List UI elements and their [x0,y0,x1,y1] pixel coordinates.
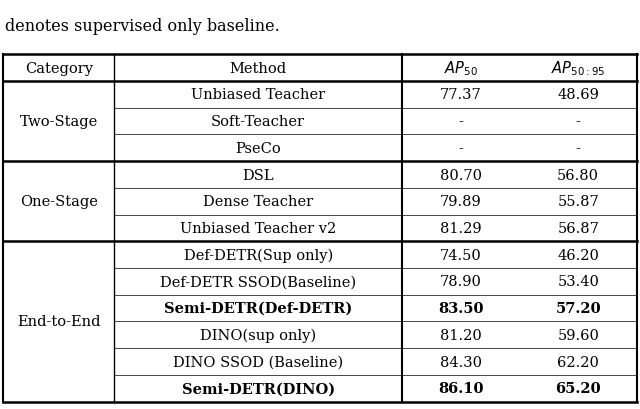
Text: 78.90: 78.90 [440,275,482,289]
Text: DINO SSOD (Baseline): DINO SSOD (Baseline) [173,355,343,369]
Text: 62.20: 62.20 [557,355,599,369]
Text: 79.89: 79.89 [440,195,482,209]
Text: 83.50: 83.50 [438,301,484,315]
Text: Method: Method [230,62,287,76]
Text: 59.60: 59.60 [557,328,599,342]
Text: Def-DETR(Sup only): Def-DETR(Sup only) [184,248,333,262]
Text: 80.70: 80.70 [440,168,482,182]
Text: Semi-DETR(DINO): Semi-DETR(DINO) [182,381,335,395]
Text: $AP_{50:95}$: $AP_{50:95}$ [551,59,605,78]
Text: 65.20: 65.20 [556,381,601,395]
Text: PseCo: PseCo [236,142,281,155]
Text: 86.10: 86.10 [438,381,484,395]
Text: -: - [576,115,580,129]
Text: End-to-End: End-to-End [17,315,100,329]
Text: 56.80: 56.80 [557,168,599,182]
Text: 77.37: 77.37 [440,88,482,102]
Text: 53.40: 53.40 [557,275,599,289]
Text: DINO(sup only): DINO(sup only) [200,328,316,342]
Text: $AP_{50}$: $AP_{50}$ [444,59,478,78]
Text: 81.20: 81.20 [440,328,482,342]
Text: Semi-DETR(Def-DETR): Semi-DETR(Def-DETR) [164,301,353,315]
Text: Soft-Teacher: Soft-Teacher [211,115,305,129]
Text: 48.69: 48.69 [557,88,599,102]
Text: Unbiased Teacher v2: Unbiased Teacher v2 [180,221,337,236]
Text: 84.30: 84.30 [440,355,482,369]
Text: 57.20: 57.20 [556,301,601,315]
Text: denotes supervised only baseline.: denotes supervised only baseline. [5,18,280,35]
Text: 74.50: 74.50 [440,248,482,262]
Text: 81.29: 81.29 [440,221,482,236]
Text: Category: Category [25,62,93,76]
Text: Unbiased Teacher: Unbiased Teacher [191,88,325,102]
Text: -: - [576,142,580,155]
Text: One-Stage: One-Stage [20,195,97,209]
Text: Dense Teacher: Dense Teacher [203,195,314,209]
Text: 55.87: 55.87 [557,195,599,209]
Text: DSL: DSL [243,168,274,182]
Text: Def-DETR SSOD(Baseline): Def-DETR SSOD(Baseline) [160,275,356,289]
Text: Two-Stage: Two-Stage [19,115,98,129]
Text: -: - [458,142,463,155]
Text: 56.87: 56.87 [557,221,599,236]
Text: 46.20: 46.20 [557,248,599,262]
Text: -: - [458,115,463,129]
